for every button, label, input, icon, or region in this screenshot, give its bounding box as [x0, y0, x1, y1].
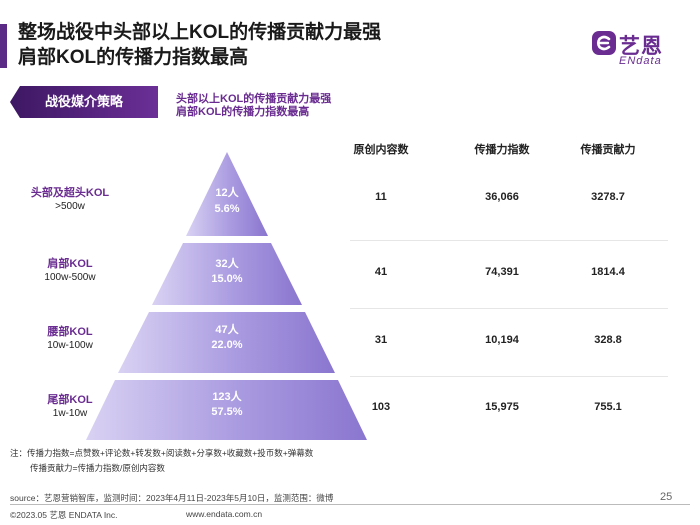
cell-contribution-head: 3278.7 [591, 191, 625, 203]
copyright: ©2023.05 艺恩 ENDATA Inc. [10, 510, 118, 520]
cell-original-head: 11 [375, 191, 387, 203]
tier-3-share: 22.0% [211, 339, 242, 351]
row-name: 头部及超头KOL [30, 187, 110, 199]
logo-text-cn: 艺恩 [619, 35, 663, 58]
cell-original-shoulder: 41 [374, 266, 388, 278]
endata-logo: 艺恩 ENdata [591, 28, 681, 68]
column-header-contribution: 传播贡献力 [580, 144, 636, 156]
tier-4-count: 123人 [212, 389, 242, 403]
website-link[interactable]: www.endata.com.cn [186, 509, 263, 519]
cell-contribution-shoulder: 1814.4 [591, 266, 625, 278]
row-name: 肩部KOL [47, 258, 93, 270]
endata-logo-icon [592, 31, 616, 55]
tier-4-share: 57.5% [211, 406, 242, 418]
note-index-formula: 注：传播力指数=点赞数+评论数+转发数+阅读数+分享数+收藏数+投币数+弹幕数 [10, 448, 314, 458]
cell-original-tail: 103 [371, 401, 391, 413]
pyramid-tier-2 [152, 243, 302, 305]
row-range: 100w-500w [44, 272, 96, 283]
row-label-tail: 尾部KOL 1w-10w [14, 393, 126, 420]
tier-3-count: 47人 [215, 322, 239, 336]
cell-contribution-tail: 755.1 [594, 401, 622, 413]
row-name: 腰部KOL [47, 326, 93, 338]
section-tag-label: 战役媒介策略 [44, 94, 123, 109]
cell-contribution-waist: 328.8 [594, 334, 622, 346]
row-divider [350, 376, 668, 377]
logo-text-en: ENdata [619, 55, 662, 67]
section-tag: 战役媒介策略 [10, 86, 158, 118]
tier-2-share: 15.0% [211, 273, 242, 285]
footer-divider [10, 504, 690, 505]
title-line-1: 整场战役中头部以上KOL的传播贡献力最强 [18, 22, 382, 43]
tier-1-count: 12人 [215, 185, 239, 199]
cell-index-waist: 10,194 [485, 334, 519, 346]
row-label-head: 头部及超头KOL >500w [14, 186, 126, 213]
subtitle-line-2: 肩部KOL的传播力指数最高 [176, 106, 310, 118]
tier-1-share: 5.6% [214, 203, 239, 215]
pyramid-tier-1 [186, 152, 268, 236]
row-label-waist: 腰部KOL 10w-100w [14, 325, 126, 352]
row-range: 10w-100w [47, 340, 93, 351]
column-header-index: 传播力指数 [474, 144, 530, 156]
row-range: >500w [55, 201, 85, 212]
section-tag-shape [10, 86, 158, 118]
cell-original-waist: 31 [374, 334, 388, 346]
row-label-shoulder: 肩部KOL 100w-500w [14, 257, 126, 284]
note-contribution-formula: 传播贡献力=传播力指数/原创内容数 [30, 463, 165, 473]
row-divider [350, 240, 668, 241]
row-divider [350, 308, 668, 309]
column-header-original: 原创内容数 [353, 144, 409, 156]
section-subtitle: 头部以上KOL的传播贡献力最强 肩部KOL的传播力指数最高 [176, 93, 331, 119]
title-line-2: 肩部KOL的传播力指数最高 [18, 47, 249, 68]
row-name: 尾部KOL [47, 394, 93, 406]
pyramid-tier-3 [118, 312, 335, 373]
source-note: source：艺恩营销智库，监测时间：2023年4月11日-2023年5月10日… [10, 493, 334, 503]
subtitle-line-1: 头部以上KOL的传播贡献力最强 [176, 93, 332, 105]
title-accent-bar [0, 24, 7, 68]
page-number: 25 [660, 491, 673, 503]
cell-index-head: 36,066 [485, 191, 519, 203]
pyramid-tier-4 [86, 380, 367, 440]
cell-index-shoulder: 74,391 [485, 266, 519, 278]
cell-index-tail: 15,975 [485, 401, 519, 413]
row-range: 1w-10w [52, 408, 88, 419]
tier-2-count: 32人 [215, 256, 239, 270]
page-title: 整场战役中头部以上KOL的传播贡献力最强 肩部KOL的传播力指数最高 [18, 20, 381, 70]
